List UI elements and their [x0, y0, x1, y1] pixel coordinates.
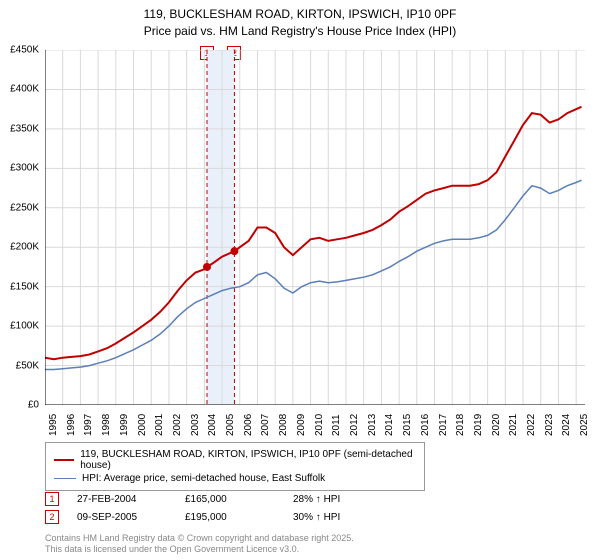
x-tick-label: 1999 [119, 414, 130, 436]
x-tick-label: 2007 [260, 414, 271, 436]
marker-badge: 2 [45, 510, 59, 524]
title-block: 119, BUCKLESHAM ROAD, KIRTON, IPSWICH, I… [0, 0, 600, 40]
x-tick-label: 2019 [473, 414, 484, 436]
x-tick-label: 2018 [455, 414, 466, 436]
x-tick-label: 2025 [579, 414, 590, 436]
x-tick-label: 2008 [278, 414, 289, 436]
x-tick-label: 2010 [314, 414, 325, 436]
x-tick-label: 2021 [508, 414, 519, 436]
x-tick-label: 2000 [137, 414, 148, 436]
x-tick-label: 2009 [296, 414, 307, 436]
x-tick-label: 2013 [367, 414, 378, 436]
marker-price: £195,000 [185, 512, 275, 523]
y-tick-label: £0 [28, 400, 39, 411]
x-tick-label: 1998 [101, 414, 112, 436]
x-tick-label: 2024 [561, 414, 572, 436]
marker-date: 27-FEB-2004 [77, 494, 167, 505]
y-tick-label: £450K [10, 45, 39, 56]
marker-date: 09-SEP-2005 [77, 512, 167, 523]
legend-row: 119, BUCKLESHAM ROAD, KIRTON, IPSWICH, I… [54, 449, 416, 471]
line-chart [45, 50, 585, 405]
marker-price: £165,000 [185, 494, 275, 505]
x-tick-label: 2023 [544, 414, 555, 436]
x-tick-label: 2016 [420, 414, 431, 436]
x-tick-label: 2003 [190, 414, 201, 436]
y-tick-label: £300K [10, 163, 39, 174]
markers-table: 1 27-FEB-2004 £165,000 28% ↑ HPI 2 09-SEP-200… [45, 488, 383, 528]
marker-hpi-delta: 30% ↑ HPI [293, 512, 383, 523]
y-tick-label: £350K [10, 123, 39, 134]
y-tick-label: £150K [10, 281, 39, 292]
marker-badge: 1 [45, 492, 59, 506]
title-line-2: Price paid vs. HM Land Registry's House … [0, 23, 600, 40]
y-tick-label: £50K [16, 360, 39, 371]
legend-swatch [54, 459, 74, 461]
legend-label: 119, BUCKLESHAM ROAD, KIRTON, IPSWICH, I… [80, 449, 416, 471]
legend-row: HPI: Average price, semi-detached house,… [54, 473, 416, 484]
x-tick-label: 2011 [331, 414, 342, 436]
x-tick-label: 2020 [491, 414, 502, 436]
footer-line-1: Contains HM Land Registry data © Crown c… [45, 533, 354, 545]
x-tick-label: 2001 [154, 414, 165, 436]
legend-swatch [54, 478, 76, 480]
chart-area [45, 50, 585, 405]
x-tick-label: 1995 [48, 414, 59, 436]
y-axis-labels: £0£50K£100K£150K£200K£250K£300K£350K£400… [0, 50, 42, 405]
x-tick-label: 2004 [207, 414, 218, 436]
legend-label: HPI: Average price, semi-detached house,… [82, 473, 325, 484]
y-tick-label: £250K [10, 202, 39, 213]
legend: 119, BUCKLESHAM ROAD, KIRTON, IPSWICH, I… [45, 442, 425, 491]
x-tick-label: 1996 [66, 414, 77, 436]
y-tick-label: £100K [10, 321, 39, 332]
marker-row: 2 09-SEP-2005 £195,000 30% ↑ HPI [45, 510, 383, 524]
x-tick-label: 2015 [402, 414, 413, 436]
x-axis-labels: 1995 1996 1997 1998 1999 2000 2001 2002 2003 2004… [45, 408, 585, 438]
footer-line-2: This data is licensed under the Open Gov… [45, 544, 354, 556]
marker-hpi-delta: 28% ↑ HPI [293, 494, 383, 505]
x-tick-label: 2005 [225, 414, 236, 436]
footer: Contains HM Land Registry data © Crown c… [45, 533, 354, 556]
x-tick-label: 1997 [83, 414, 94, 436]
x-tick-label: 2002 [172, 414, 183, 436]
x-tick-label: 2017 [438, 414, 449, 436]
marker-row: 1 27-FEB-2004 £165,000 28% ↑ HPI [45, 492, 383, 506]
chart-container: 119, BUCKLESHAM ROAD, KIRTON, IPSWICH, I… [0, 0, 600, 560]
x-tick-label: 2022 [526, 414, 537, 436]
x-tick-label: 2006 [243, 414, 254, 436]
y-tick-label: £200K [10, 242, 39, 253]
y-tick-label: £400K [10, 84, 39, 95]
x-tick-label: 2012 [349, 414, 360, 436]
x-tick-label: 2014 [384, 414, 395, 436]
title-line-1: 119, BUCKLESHAM ROAD, KIRTON, IPSWICH, I… [0, 6, 600, 23]
